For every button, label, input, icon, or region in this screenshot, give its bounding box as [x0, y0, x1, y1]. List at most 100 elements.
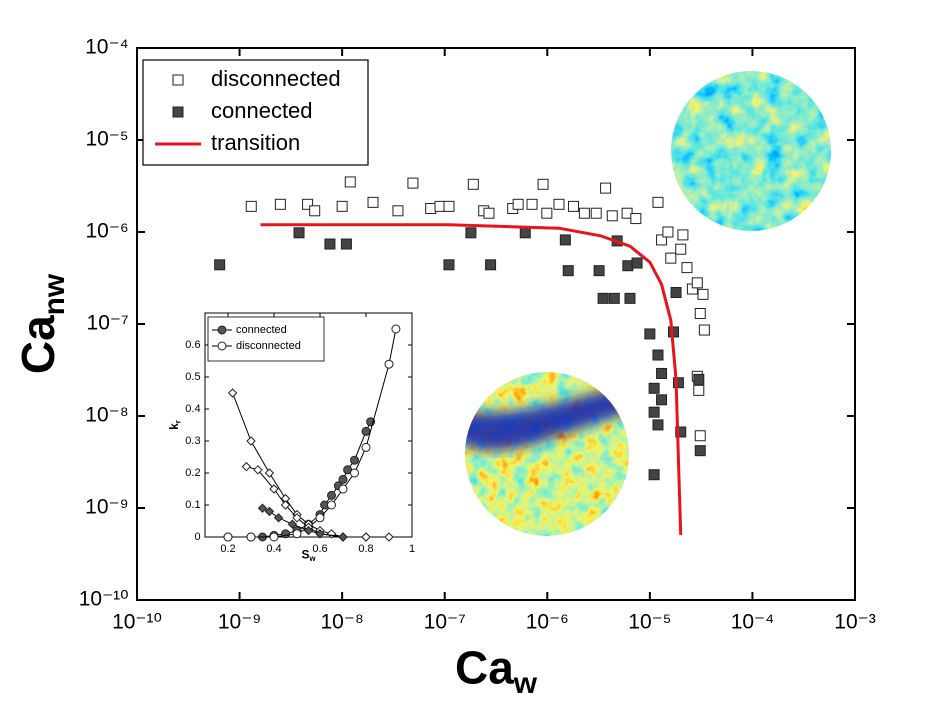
map-image-bottom	[465, 372, 629, 536]
data-point	[644, 328, 656, 340]
data-point	[562, 265, 574, 277]
data-point	[590, 207, 602, 219]
data-point	[172, 106, 184, 118]
y-axis-label-sub: r	[174, 420, 183, 423]
x-tick-label: 10⁻⁷	[424, 611, 466, 634]
x-tick-label: 0.6	[312, 543, 327, 555]
data-point	[675, 243, 687, 255]
data-point	[264, 506, 275, 517]
data-point	[303, 525, 314, 536]
data-point	[350, 455, 359, 465]
data-point	[443, 259, 455, 271]
data-point	[693, 384, 705, 396]
data-point	[361, 426, 371, 436]
data-point	[338, 484, 348, 494]
map-image-top	[671, 71, 831, 231]
data-point	[223, 532, 233, 542]
x-tick-label: 0.2	[220, 543, 235, 555]
data-point	[541, 207, 553, 219]
data-point	[656, 234, 668, 246]
data-point	[665, 252, 677, 264]
data-point	[467, 178, 479, 190]
data-point	[315, 529, 325, 539]
data-point	[519, 227, 531, 239]
y-tick-label: 0.2	[185, 467, 200, 479]
data-point	[361, 532, 371, 542]
legend-box	[207, 316, 325, 362]
x-axis-label-sub: w	[513, 667, 538, 700]
x-tick-label: 10⁻⁹	[218, 611, 261, 634]
data-point	[302, 198, 314, 210]
data-point	[652, 419, 664, 431]
x-tick-label: 10⁻¹⁰	[112, 611, 162, 634]
data-point	[567, 200, 579, 212]
y-axis-label-main: Ca	[12, 315, 64, 374]
data-point	[287, 519, 298, 529]
data-point	[694, 308, 706, 320]
data-point	[274, 198, 286, 210]
data-point	[662, 226, 674, 238]
legend-label: disconnected	[236, 340, 301, 352]
data-point	[292, 529, 302, 539]
data-point	[367, 196, 379, 208]
x-tick-label: 0.4	[266, 543, 281, 555]
data-point	[652, 349, 664, 361]
data-point	[694, 445, 706, 457]
y-tick-label: 0.4	[185, 403, 200, 415]
data-point	[485, 259, 497, 271]
x-tick-label: 10⁻⁵	[628, 611, 671, 634]
data-point	[443, 200, 455, 212]
y-tick-label: 0.1	[185, 499, 200, 511]
data-point	[246, 436, 256, 446]
y-axis-label-main: k	[167, 423, 181, 430]
data-point	[350, 468, 359, 478]
data-point	[338, 474, 348, 484]
data-point	[600, 182, 612, 194]
legend-label: connected	[236, 324, 287, 336]
data-point	[280, 500, 291, 510]
data-point	[578, 207, 590, 219]
data-point	[327, 500, 336, 510]
data-point	[624, 292, 636, 304]
data-point	[652, 196, 664, 208]
data-point	[537, 178, 549, 190]
plot-frame	[204, 312, 413, 538]
data-point	[631, 257, 643, 269]
data-point	[384, 532, 394, 542]
x-axis-label: Caw	[455, 641, 538, 700]
data-point	[425, 203, 437, 215]
data-point	[670, 286, 682, 298]
data-point	[698, 324, 710, 336]
data-point	[630, 213, 642, 225]
data-point	[246, 532, 256, 542]
data-point	[324, 238, 336, 250]
data-point	[245, 200, 257, 212]
data-point	[606, 210, 618, 222]
data-point	[593, 265, 605, 277]
data-point	[340, 238, 352, 250]
data-point	[526, 198, 538, 210]
data-point	[483, 207, 495, 219]
data-point	[361, 442, 371, 452]
data-point	[559, 234, 571, 246]
x-axis-label: Sw	[301, 548, 316, 563]
inset-plot: 0.2 0.4 0.6 0.8 100.10.20.30.40.50.6Swkrconn…	[167, 312, 415, 563]
y-tick-label: 10⁻⁸	[85, 404, 128, 427]
x-tick-label: 10⁻⁴	[731, 611, 774, 634]
y-tick-label: 10⁻⁵	[85, 128, 128, 151]
data-point	[338, 532, 348, 542]
data-point	[648, 469, 660, 481]
data-point	[694, 430, 706, 442]
data-point	[217, 341, 227, 351]
data-point	[391, 324, 401, 334]
y-tick-label: 0.3	[185, 435, 200, 447]
y-tick-label: 10⁻⁷	[87, 312, 129, 335]
y-tick-label: 0.6	[185, 339, 200, 351]
data-point	[597, 292, 609, 304]
x-axis-label-main: Ca	[455, 641, 514, 693]
data-point	[384, 359, 394, 369]
data-point	[648, 406, 660, 418]
map-texture	[671, 71, 831, 231]
data-point	[512, 198, 524, 210]
